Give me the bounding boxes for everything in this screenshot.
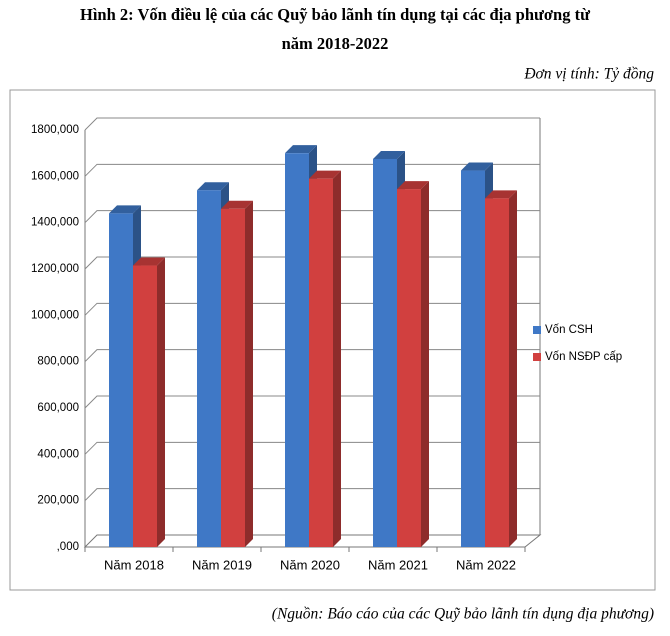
- y-tick-label: 1000,000: [31, 309, 79, 321]
- bar: [197, 190, 221, 547]
- bar-top: [109, 205, 141, 214]
- bar-side: [421, 181, 429, 547]
- source-note: (Nguồn: Báo cáo của các Quỹ bảo lãnh tín…: [272, 606, 654, 623]
- y-tick-label: 1400,000: [31, 217, 79, 229]
- bar: [109, 213, 133, 547]
- y-tick-label: 1600,000: [31, 170, 79, 182]
- bar: [461, 170, 485, 547]
- y-tick-label: 800,000: [37, 356, 79, 368]
- bar: [133, 265, 157, 547]
- legend-label: Vốn NSĐP cấp: [545, 351, 622, 363]
- x-tick-label: Năm 2020: [280, 557, 340, 572]
- y-tick-label: ,000: [57, 541, 79, 553]
- unit-note: Đơn vị tính: Tỷ đồng: [523, 66, 654, 83]
- bar: [285, 153, 309, 547]
- bar-top: [133, 257, 165, 266]
- bar-side: [333, 170, 341, 547]
- bar: [309, 178, 333, 547]
- grid-line: [84, 117, 540, 131]
- x-tick-label: Năm 2019: [192, 557, 252, 572]
- legend-swatch: [533, 353, 541, 361]
- bar-side: [509, 190, 517, 547]
- bar-top: [309, 170, 341, 179]
- bar-top: [373, 150, 405, 159]
- bar-side: [157, 257, 165, 547]
- legend-label: Vốn CSH: [545, 324, 593, 336]
- bar: [373, 158, 397, 548]
- bar: [397, 189, 421, 547]
- y-tick-label: 200,000: [37, 495, 79, 507]
- x-tick-label: Năm 2021: [368, 557, 428, 572]
- y-tick-label: 600,000: [37, 402, 79, 414]
- y-tick-label: 1800,000: [31, 124, 79, 136]
- chart-title: Hình 2: Vốn điều lệ của các Quỹ bảo lãnh…: [80, 5, 591, 24]
- bar-top: [285, 145, 317, 154]
- bar-top: [485, 190, 517, 199]
- y-tick-label: 1200,000: [31, 263, 79, 275]
- y-tick-label: 400,000: [37, 448, 79, 460]
- bar: [221, 208, 245, 547]
- bar-side: [245, 200, 253, 547]
- bar: [485, 198, 509, 547]
- bar-top: [461, 162, 493, 171]
- x-tick-label: Năm 2018: [104, 557, 164, 572]
- bar-top: [221, 200, 253, 209]
- bar-top: [397, 181, 429, 190]
- chart-title: năm 2018-2022: [282, 34, 389, 53]
- x-tick-label: Năm 2022: [456, 557, 516, 572]
- bar-top: [197, 182, 229, 191]
- legend-swatch: [533, 326, 541, 334]
